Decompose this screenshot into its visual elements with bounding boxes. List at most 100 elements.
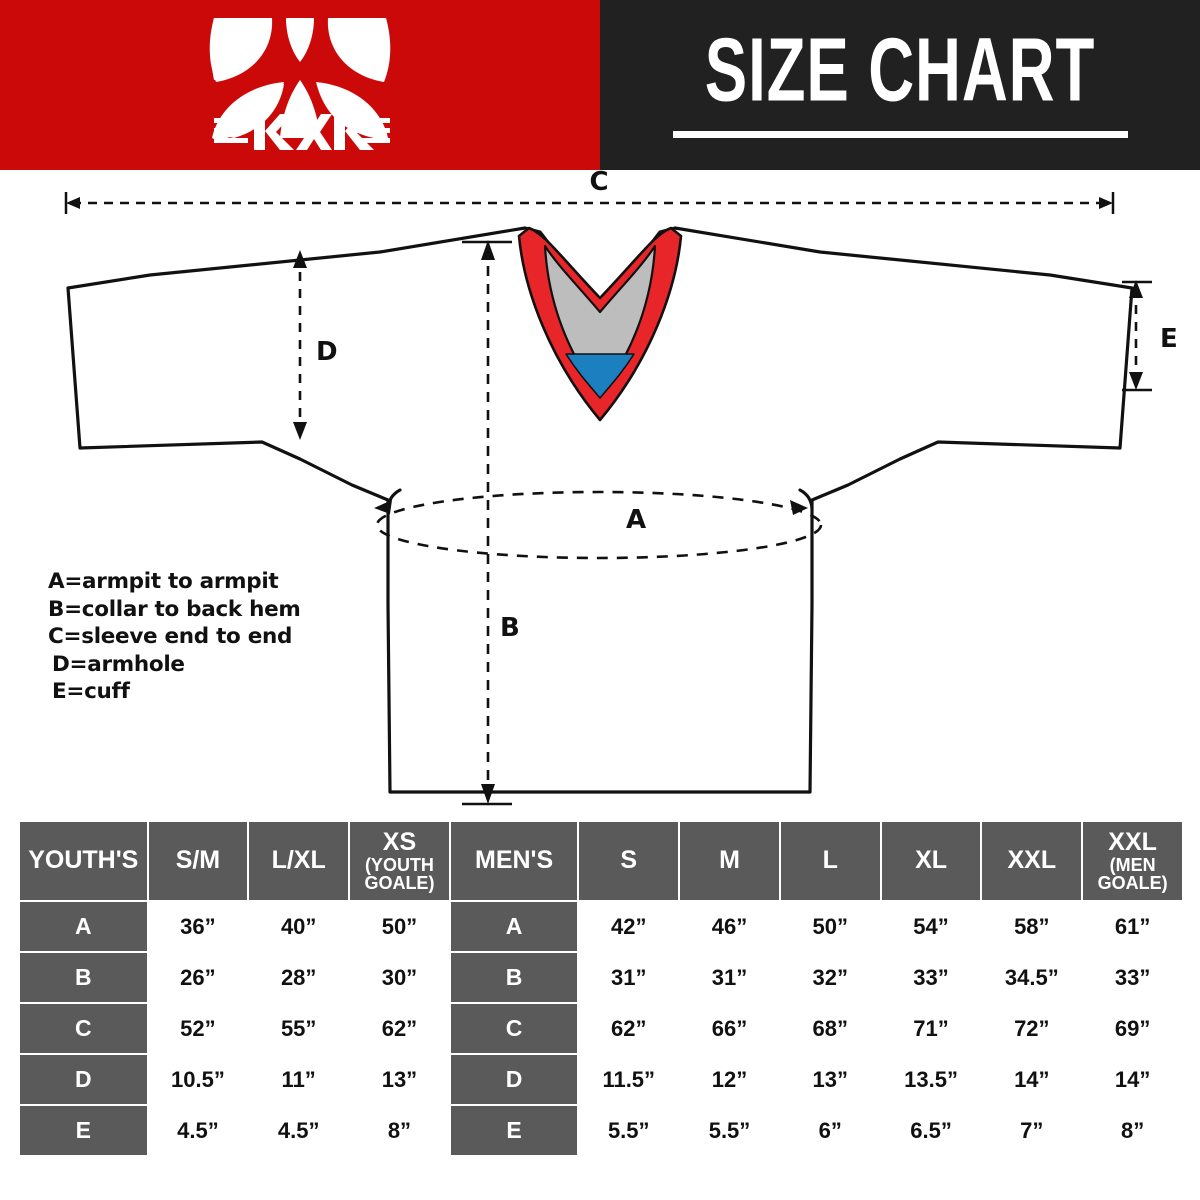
legend-line-d: D=armhole [52,651,185,677]
label-a: A [626,505,646,535]
title-underline [672,130,1128,138]
label-d: D [316,337,338,367]
cell-value: 50” [780,902,880,951]
collar [517,226,683,422]
header-main: L [822,846,838,875]
cell-value: 42” [579,902,679,951]
header-main: S/M [175,846,221,875]
header-cell-youths: YOUTH'S [20,822,147,900]
row-label-men: B [450,953,578,1002]
cell-value: 5.5” [579,1106,679,1155]
cell-value: 58” [982,902,1082,951]
cell-value: 14” [1083,1055,1182,1104]
cell-value: 6.5” [881,1106,981,1155]
cell-value: 62” [350,1004,449,1053]
table-row: E 4.5” 4.5” 8” E 5.5” 5.5” 6” 6.5” 7” 8” [20,1106,1182,1155]
label-b: B [500,613,520,643]
header-cell-mens: MEN'S [450,822,578,900]
row-label-men: D [450,1055,578,1104]
legend-line-e: E=cuff [52,679,130,705]
cell-value: 36” [148,902,248,951]
header-main: M [719,846,740,875]
cell-value: 5.5” [680,1106,779,1155]
cell-value: 71” [881,1004,981,1053]
kxk-wordmark-right-stripes-icon [356,118,390,143]
row-label-men: A [450,902,578,951]
header-cell-men-l: L [780,822,880,900]
collar-inner [543,244,657,398]
cell-value: 13” [780,1055,880,1104]
cell-value: 14” [982,1055,1082,1104]
legend-line-b: B=collar to back hem [48,596,301,622]
cell-value: 69” [1083,1004,1182,1053]
header-main: XXL [1007,846,1057,875]
header-sub: (YOUTH GOALE) [364,855,435,894]
header-sub: (MEN GOALE) [1097,855,1168,894]
legend-line-a: A=armpit to armpit [48,569,279,594]
cell-value: 54” [881,902,981,951]
table-row: A 36” 40” 50” A 42” 46” 50” 54” 58” 61” [20,902,1182,951]
header-cell-men-m: M [680,822,779,900]
cell-value: 66” [680,1004,779,1053]
cell-value: 30” [350,953,449,1002]
cell-value: 33” [881,953,981,1002]
cell-value: 34.5” [982,953,1082,1002]
cell-value: 62” [579,1004,679,1053]
cell-value: 28” [249,953,349,1002]
header-cell-youth-lxl: L/XL [249,822,349,900]
brand-panel [0,0,600,170]
cell-value: 55” [249,1004,349,1053]
cell-value: 13.5” [881,1055,981,1104]
row-label-men: C [450,1004,578,1053]
page-header: SIZE CHART [0,0,1200,170]
table-row: B 26” 28” 30” B 31” 31” 32” 33” 34.5” 33… [20,953,1182,1002]
cell-value: 6” [780,1106,880,1155]
cell-value: 4.5” [249,1106,349,1155]
legend-line-c: C=sleeve end to end [48,624,293,650]
page-title: SIZE CHART [704,18,1096,120]
jersey-technical-drawing: C [64,170,1178,806]
header-cell-men-xl: XL [881,822,981,900]
size-table: YOUTH'S S/M L/XL XS (YOUTH GOALE) MEN'S [18,820,1184,1157]
header-main: XL [915,846,948,875]
cell-value: 52” [148,1004,248,1053]
cell-value: 10.5” [148,1055,248,1104]
row-label-youth: E [20,1106,147,1155]
size-table-body: A 36” 40” 50” A 42” 46” 50” 54” 58” 61” … [20,902,1182,1155]
title-panel: SIZE CHART [600,0,1200,170]
row-label-youth: A [20,902,147,951]
header-main: YOUTH'S [28,846,139,875]
cell-value: 31” [680,953,779,1002]
jersey-diagram: C [0,170,1200,820]
jersey-outline [66,226,1134,794]
row-label-youth: B [20,953,147,1002]
cell-value: 11” [249,1055,349,1104]
cell-value: 68” [780,1004,880,1053]
header-main: XS [382,827,417,856]
label-e: E [1160,324,1178,354]
dimension-a [374,490,823,560]
header-cell-men-xxl-goale: XXL (MEN GOALE) [1083,822,1182,900]
dimension-c [64,192,1115,214]
cell-value: 26” [148,953,248,1002]
header-cell-youth-sm: S/M [148,822,248,900]
header-cell-men-xxl: XXL [982,822,1082,900]
cell-value: 40” [249,902,349,951]
table-header-row: YOUTH'S S/M L/XL XS (YOUTH GOALE) MEN'S [20,822,1182,900]
kxk-wordmark-icon [214,114,374,150]
kxk-logo-icon [209,18,391,140]
header-cell-youth-xs-goale: XS (YOUTH GOALE) [350,822,449,900]
header-main: XXL [1108,827,1157,856]
row-label-youth: C [20,1004,147,1053]
cell-value: 50” [350,902,449,951]
collar-accent [565,353,635,399]
label-c: C [589,170,608,197]
table-row: C 52” 55” 62” C 62” 66” 68” 71” 72” 69” [20,1004,1182,1053]
cell-value: 31” [579,953,679,1002]
cell-value: 61” [1083,902,1182,951]
cell-value: 13” [350,1055,449,1104]
dimension-d [293,250,307,440]
cell-value: 33” [1083,953,1182,1002]
cell-value: 12” [680,1055,779,1104]
